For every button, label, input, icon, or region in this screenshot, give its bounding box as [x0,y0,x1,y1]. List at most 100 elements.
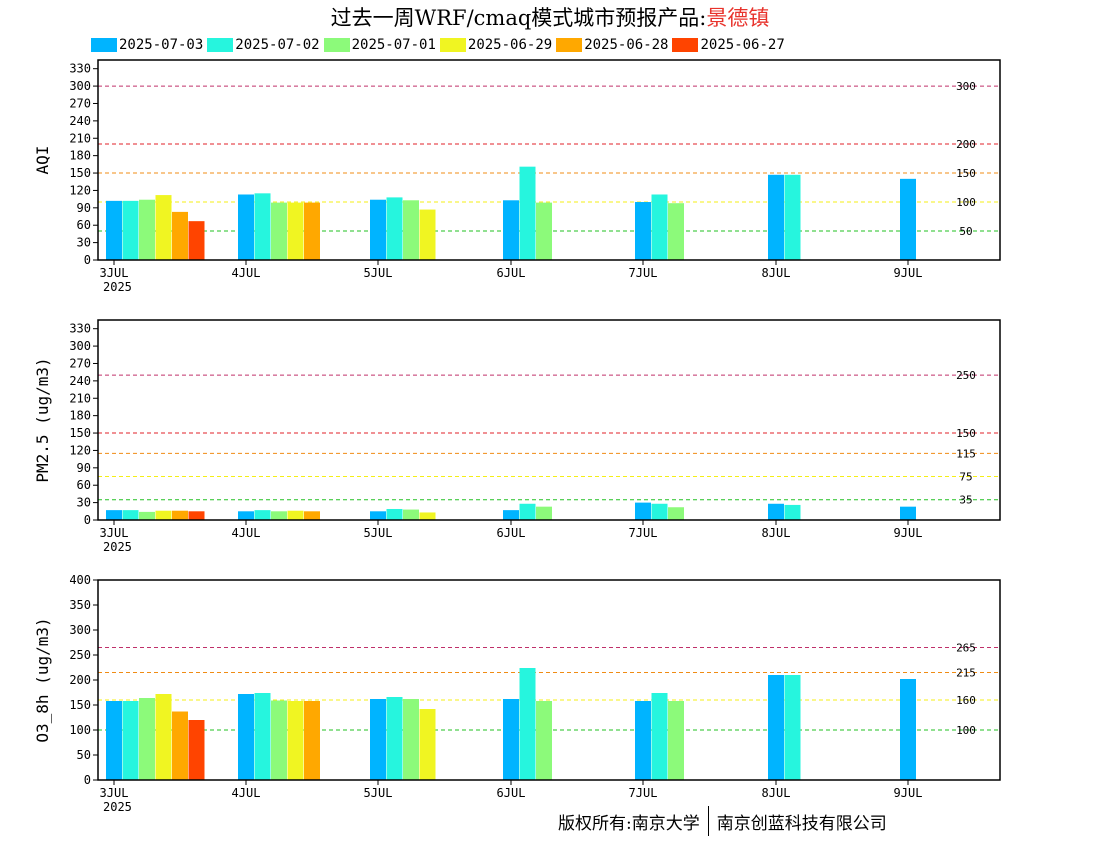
x-tick-label: 8JUL [762,786,791,800]
threshold-label: 50 [959,225,972,238]
x-tick-label: 6JUL [497,786,526,800]
bar [768,174,784,260]
bar [254,693,271,780]
legend-item: 2025-07-02 [207,37,320,53]
chart-panel: 265 215 160 100 0 50 100 150 200 250 300 350 400 3JUL… [33,573,1001,814]
x-tick-label: 6JUL [497,266,526,280]
y-tick-label: 270 [69,356,91,370]
y-tick-label: 60 [77,478,91,492]
bar [635,502,651,520]
threshold-label: 265 [956,642,976,655]
bar [651,194,668,260]
y-tick-label: 120 [69,183,91,197]
bar [519,503,536,520]
x-year-label: 2025 [103,800,132,814]
threshold-label: 35 [959,494,972,507]
bar [106,701,122,780]
bar [503,699,519,780]
y-tick-label: 300 [69,79,91,93]
copyright-right: 南京创蓝科技有限公司 [716,813,887,834]
x-tick-label: 4JUL [232,786,261,800]
y-tick-label: 0 [84,253,91,267]
bar [271,202,287,260]
y-axis-label: PM2.5 (ug/m3) [33,357,52,482]
bar [784,174,801,260]
x-tick-label: 3JUL [100,786,129,800]
legend-item: 2025-06-29 [439,37,553,53]
x-tick-label: 5JUL [364,526,393,540]
bar [635,202,651,260]
y-tick-label: 270 [69,96,91,110]
x-tick-label: 9JUL [894,526,923,540]
bar [668,701,684,780]
bar [900,679,916,780]
bar [254,510,271,520]
bar [238,194,254,260]
y-tick-label: 120 [69,443,91,457]
bar [784,504,801,520]
threshold-label: 250 [956,369,976,382]
bar [122,510,139,520]
legend-swatch [556,38,583,52]
plot-frame [97,319,1001,521]
legend-label: 2025-07-02 [235,37,320,53]
bar [271,700,287,780]
y-tick-label: 0 [84,513,91,527]
y-tick-label: 30 [77,496,91,510]
bar [254,193,271,260]
bar [370,199,386,260]
bar [768,675,784,780]
bar [139,511,155,520]
bar [155,510,172,520]
threshold-label: 115 [956,447,976,460]
bar [536,701,552,780]
bar [419,512,436,520]
bar [651,693,668,780]
y-tick-label: 0 [84,773,91,787]
x-tick-label: 7JUL [629,266,658,280]
legend-label: 2025-07-03 [119,37,204,53]
y-tick-label: 150 [69,166,91,180]
bar [304,701,320,780]
legend-swatch [207,38,234,52]
bar [668,203,684,260]
bar [106,510,122,520]
y-tick-label: 60 [77,218,91,232]
bar [172,211,188,260]
legend-label: 2025-06-29 [467,37,553,53]
x-tick-label: 8JUL [762,266,791,280]
y-tick-label: 150 [69,426,91,440]
bar [188,511,205,520]
bar [419,709,436,780]
chart-panel: 300 200 150 100 50 0 30 60 90 120 150 180 210 240 270 3… [33,59,1001,294]
bar [536,202,552,260]
legend: 2025-07-03 2025-07-02 2025-07-01 2025-06-29… [91,37,789,53]
bar [668,507,684,520]
x-tick-label: 8JUL [762,526,791,540]
threshold-label: 300 [956,80,976,93]
y-tick-label: 50 [77,748,91,762]
bar [287,202,304,260]
threshold-label: 215 [956,667,976,680]
x-tick-label: 3JUL [100,266,129,280]
bar [304,202,320,260]
y-tick-label: 90 [77,461,91,475]
bar [139,698,155,780]
legend-item: 2025-06-28 [556,37,668,53]
bar [536,506,552,520]
chart-title-city: 景德镇 [706,6,770,30]
y-tick-label: 240 [69,374,91,388]
bar [403,699,419,780]
x-tick-label: 3JUL [100,526,129,540]
bar [386,197,403,260]
bar [238,694,254,780]
chart-title: 过去一周WRF/cmaq模式城市预报产品:景德镇 [0,2,1100,32]
bar [304,511,320,520]
bar [122,701,139,780]
bar [172,711,188,780]
bar [271,511,287,520]
y-tick-label: 330 [69,322,91,336]
footer-separator [707,806,709,836]
bar [768,503,784,520]
y-tick-label: 210 [69,131,91,145]
